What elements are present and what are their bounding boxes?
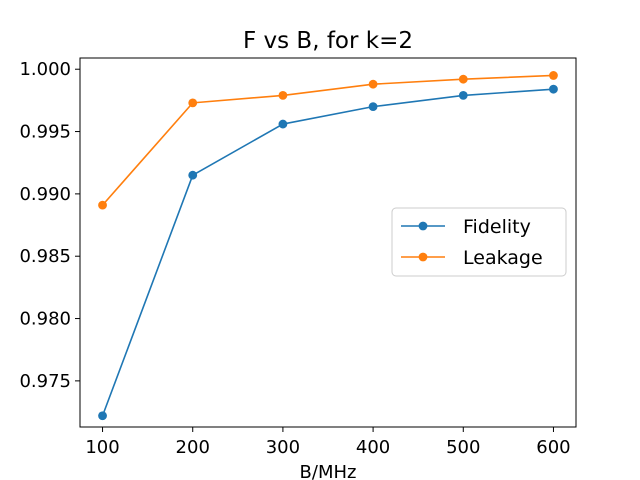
legend-box — [391, 207, 567, 277]
data-point-fidelity — [549, 84, 558, 94]
x-tick-label: 100 — [85, 437, 119, 458]
x-tick-label: 500 — [446, 437, 480, 458]
plot-area: 100 200 300 400 500 600 0.975 0.980 0.985 0.990 0.… — [19, 57, 577, 458]
y-tick-label: 0.995 — [19, 122, 71, 143]
data-point-fidelity — [458, 90, 468, 100]
x-tick-label: 300 — [266, 437, 300, 458]
data-point-leakage — [458, 74, 468, 84]
y-tick-label: 1.000 — [19, 59, 71, 80]
y-tick-label: 0.980 — [19, 309, 71, 330]
x-tick-label: 200 — [176, 437, 210, 458]
data-point-fidelity — [98, 411, 107, 421]
y-tick-label: 0.990 — [19, 184, 71, 205]
chart-title: F vs B, for k=2 — [243, 28, 413, 54]
legend-label-fidelity: Fidelity — [463, 216, 531, 238]
legend-label-leakage: Leakage — [463, 247, 543, 269]
data-point-leakage — [278, 90, 288, 100]
series-line-fidelity — [101, 88, 554, 417]
y-tick-label: 0.975 — [19, 371, 71, 392]
data-point-leakage — [549, 71, 558, 80]
data-point-fidelity — [368, 102, 378, 112]
x-tick-label: 600 — [536, 437, 570, 458]
x-tick-label: 400 — [356, 437, 390, 458]
data-point-leakage — [98, 200, 107, 210]
y-tick-label: 0.985 — [19, 246, 71, 267]
legend: Fidelity Leakage — [391, 207, 567, 277]
data-point-leakage — [368, 79, 378, 89]
legend-marker-leakage — [418, 252, 428, 262]
series-line-leakage — [101, 74, 554, 206]
data-point-leakage — [188, 98, 198, 108]
data-point-fidelity — [188, 170, 198, 180]
plot-frame — [79, 57, 577, 428]
data-point-fidelity — [278, 119, 288, 129]
legend-marker-fidelity — [418, 221, 428, 231]
x-axis-label: B/MHz — [300, 462, 357, 480]
